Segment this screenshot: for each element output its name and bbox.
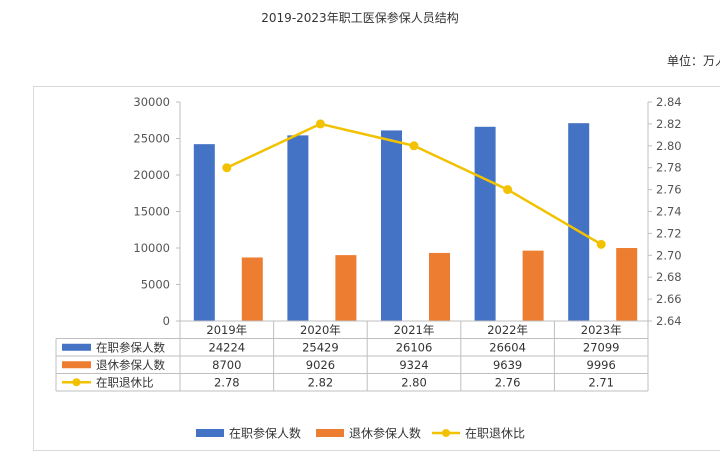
x-tick-label: 2022年 [487, 323, 528, 337]
table-cell: 27099 [583, 340, 620, 354]
y-right-tick-label: 2.64 [656, 314, 682, 328]
y-right-tick-label: 2.66 [656, 292, 682, 306]
y-right-tick-label: 2.74 [656, 205, 682, 219]
legend-label: 在职参保人数 [229, 426, 301, 441]
chart-title: 2019-2023年职工医保参保人员结构 [261, 11, 459, 25]
table-cell: 25429 [302, 340, 339, 354]
y-left-tick-label: 20000 [133, 168, 170, 182]
y-right-tick-label: 2.78 [656, 161, 682, 175]
x-tick-label: 2021年 [394, 323, 435, 337]
table-cell: 2.80 [401, 375, 427, 389]
y-right-tick-label: 2.82 [656, 117, 682, 131]
table-cell: 2.71 [588, 375, 614, 389]
bar-retired [429, 252, 450, 321]
y-right-tick-label: 2.70 [656, 248, 682, 262]
bar-retired [335, 255, 357, 321]
table-cell: 2.76 [495, 375, 521, 389]
table-cell: 9639 [493, 358, 522, 372]
legend-key [196, 429, 224, 437]
ratio-point [596, 239, 606, 249]
y-left-tick-label: 0 [163, 314, 170, 328]
x-tick-label: 2020年 [300, 323, 341, 337]
bar-employed [287, 135, 309, 321]
table-cell: 9996 [587, 358, 616, 372]
y-left-tick-label: 30000 [133, 95, 170, 109]
table-cell: 9324 [399, 358, 428, 372]
legend-label: 在职退休比 [465, 427, 525, 441]
bar-employed [193, 144, 215, 321]
legend-key [316, 429, 344, 437]
unit-label: 单位：万人 [667, 54, 720, 68]
y-left-tick-label: 5000 [141, 278, 170, 292]
x-tick-label: 2023年 [581, 323, 622, 337]
y-left-tick-label: 10000 [133, 241, 170, 255]
table-cell: 2.78 [214, 375, 240, 389]
y-left-tick-label: 15000 [133, 205, 170, 219]
bar-employed [568, 123, 590, 321]
table-cell: 26106 [396, 340, 433, 354]
table-row-label: 在职参保人数 [96, 340, 165, 354]
ratio-point [503, 185, 513, 195]
bar-retired [522, 250, 544, 321]
x-tick-label: 2019年 [206, 323, 247, 337]
legend-label: 退休参保人数 [349, 426, 421, 441]
table-cell: 8700 [212, 358, 241, 372]
y-right-tick-label: 2.80 [656, 139, 682, 153]
y-left-tick-label: 25000 [133, 132, 170, 146]
table-row-label: 在职退休比 [96, 375, 154, 389]
table-row-label: 退休参保人数 [96, 358, 165, 372]
bar-retired [616, 248, 638, 321]
table-cell: 26604 [489, 340, 526, 354]
ratio-point [409, 141, 419, 151]
table-legend-key [62, 361, 91, 369]
table-legend-key [62, 343, 91, 351]
table-legend-key-marker [72, 378, 81, 387]
y-right-tick-label: 2.68 [656, 270, 682, 284]
ratio-point [222, 163, 232, 173]
bar-employed [381, 130, 402, 321]
bar-retired [241, 257, 263, 321]
bar-employed [474, 126, 496, 321]
table-cell: 24224 [209, 340, 246, 354]
table-cell: 9026 [306, 358, 335, 372]
table-cell: 2.82 [308, 375, 334, 389]
y-right-tick-label: 2.76 [656, 183, 682, 197]
y-right-tick-label: 2.84 [656, 95, 682, 109]
chart-frame [33, 86, 720, 451]
legend-key-marker [442, 429, 450, 437]
y-right-tick-label: 2.72 [656, 226, 682, 240]
ratio-point [315, 119, 325, 129]
